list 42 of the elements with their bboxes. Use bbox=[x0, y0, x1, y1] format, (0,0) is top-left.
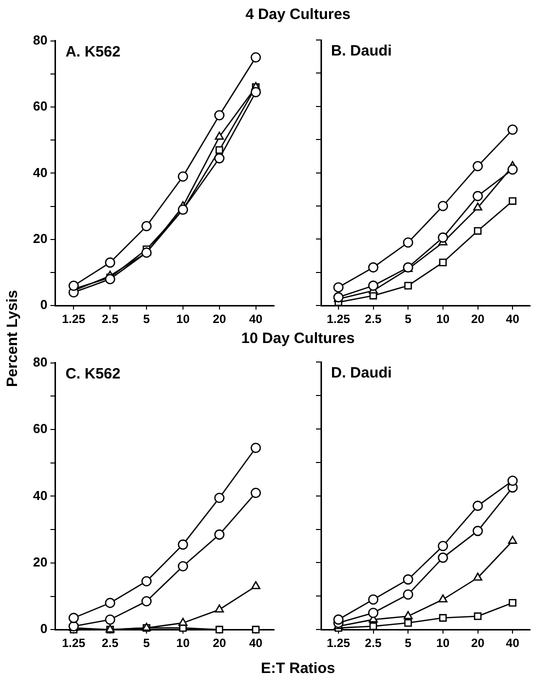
x-tick-label: 2.5 bbox=[102, 636, 119, 650]
x-tick-label: 40 bbox=[249, 312, 263, 326]
y-tick-label: 80 bbox=[32, 354, 48, 370]
chart-title: A. K562 bbox=[65, 43, 120, 60]
chart-subtitle: 10 Day Cultures bbox=[241, 330, 355, 347]
x-tick-label: 10 bbox=[436, 636, 450, 650]
x-tick-label: 1.25 bbox=[326, 312, 350, 326]
chart-subtitle: 4 Day Cultures bbox=[244, 6, 352, 23]
y-tick-label: 80 bbox=[32, 32, 48, 48]
x-tick-label: 5 bbox=[404, 636, 412, 650]
x-tick-label: 40 bbox=[506, 312, 520, 326]
x-tick-label: 20 bbox=[471, 636, 485, 650]
y-tick-label: 40 bbox=[32, 488, 48, 503]
y-tick-label: 60 bbox=[32, 98, 48, 114]
y-tick-label: 20 bbox=[32, 554, 48, 570]
x-tick-label: 1.25 bbox=[62, 636, 86, 650]
x-tick-label: 2.5 bbox=[364, 636, 382, 650]
x-tick-label: 10 bbox=[436, 312, 450, 326]
x-tick-label: 2.5 bbox=[364, 312, 382, 326]
chart-title: B. Daudi bbox=[331, 42, 392, 60]
x-tick-label: 20 bbox=[212, 312, 226, 326]
x-tick-label: 40 bbox=[249, 636, 263, 650]
x-tick-label: 40 bbox=[506, 636, 520, 650]
x-tick-label: 10 bbox=[176, 636, 190, 650]
x-tick-label: 5 bbox=[143, 636, 150, 650]
x-tick-label: 5 bbox=[143, 312, 150, 326]
chart-title: D. Daudi bbox=[331, 364, 392, 382]
x-axis-title: E:T Ratios bbox=[260, 660, 336, 677]
y-tick-label: 40 bbox=[32, 164, 48, 180]
x-tick-label: 10 bbox=[176, 312, 190, 326]
x-tick-label: 20 bbox=[212, 636, 226, 650]
y-tick-label: 0 bbox=[40, 297, 48, 312]
y-tick-label: 60 bbox=[32, 421, 48, 436]
x-tick-label: 5 bbox=[404, 312, 412, 326]
y-tick-label: 20 bbox=[32, 230, 48, 246]
x-tick-label: 1.25 bbox=[326, 636, 350, 650]
x-tick-label: 1.25 bbox=[62, 312, 86, 326]
chart-title: C. K562 bbox=[65, 365, 120, 382]
x-tick-label: 2.5 bbox=[102, 312, 119, 326]
x-tick-label: 20 bbox=[471, 312, 485, 326]
y-tick-label: 0 bbox=[40, 621, 48, 636]
y-axis-title: Percent Lysis bbox=[4, 290, 20, 387]
